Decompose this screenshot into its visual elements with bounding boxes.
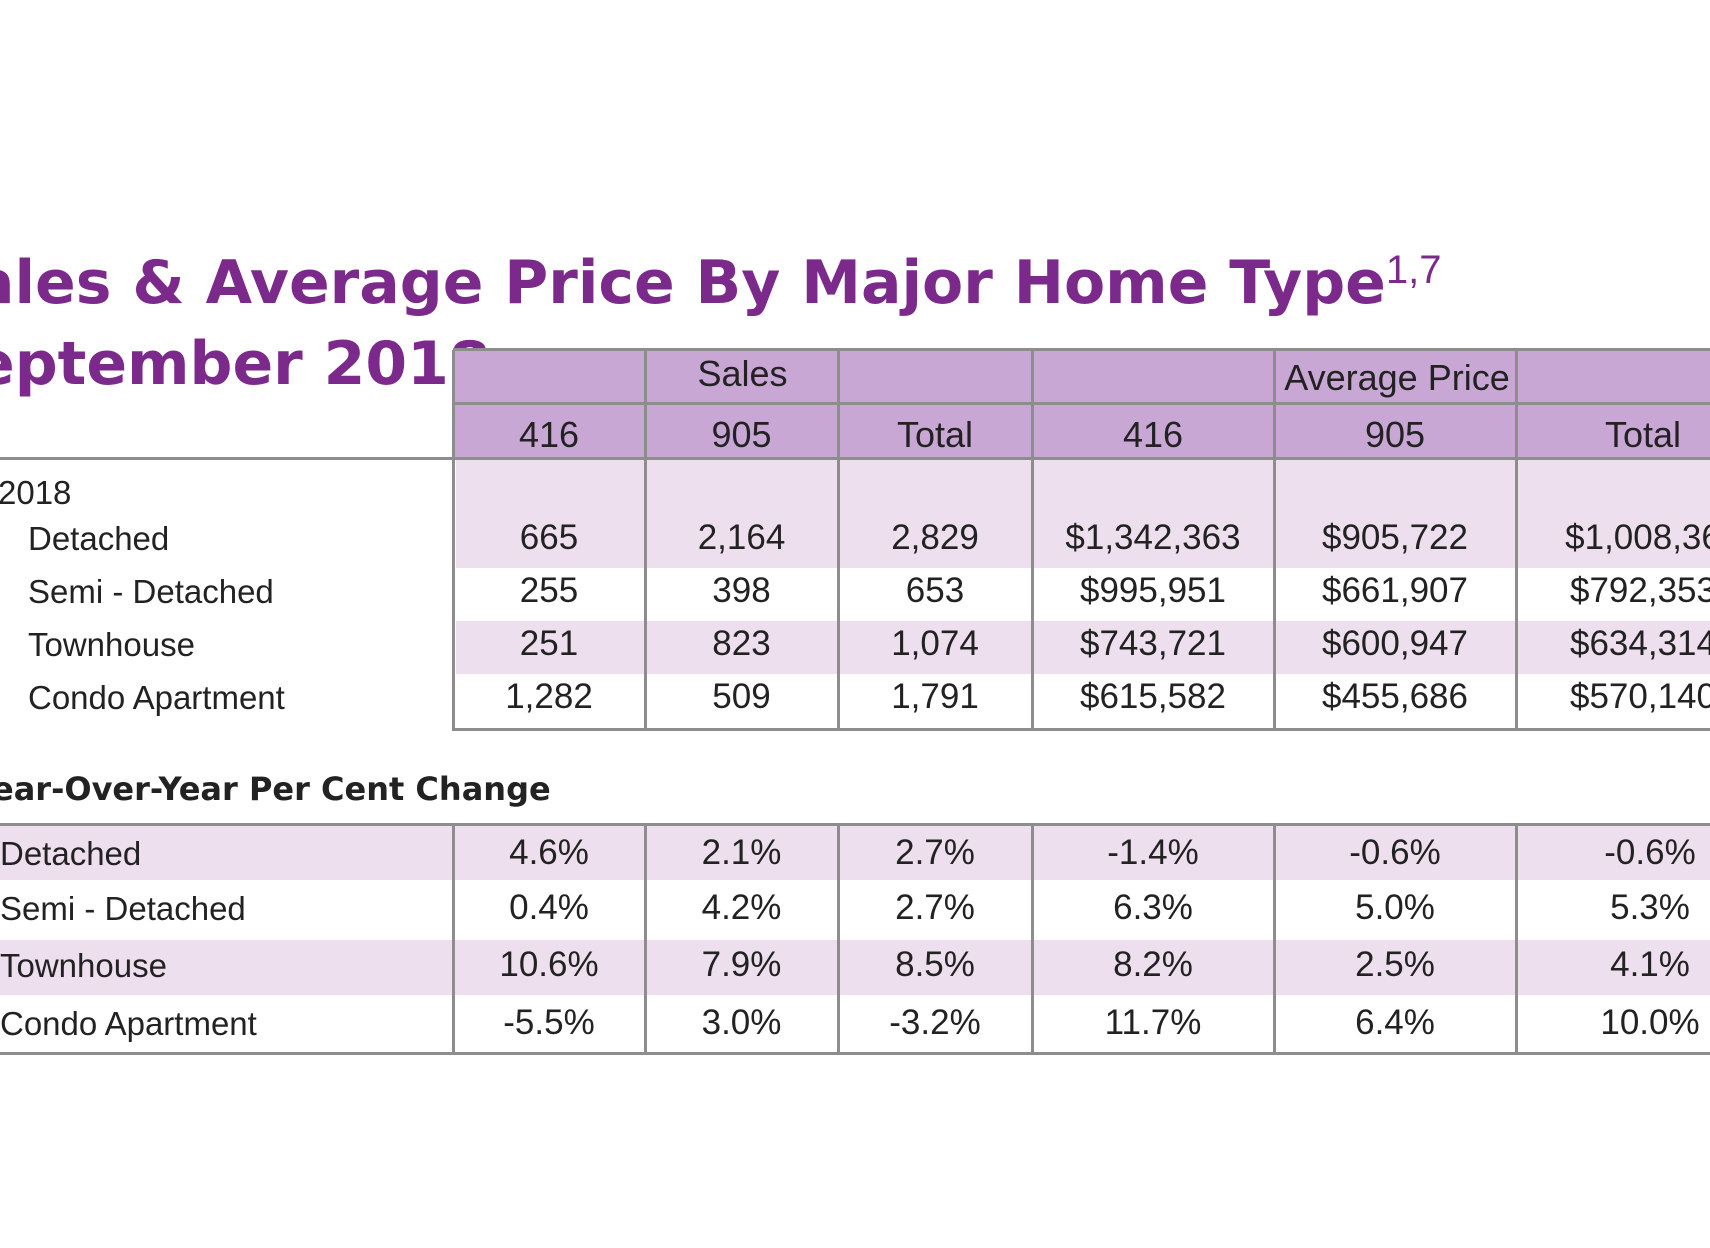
table-cell: $905,722 [1322, 518, 1468, 557]
column-divider [1273, 350, 1276, 731]
column-header-band [453, 405, 1710, 457]
table-cell: 2.7% [895, 833, 975, 872]
header-top-line [453, 348, 1710, 351]
header-bottom-line [0, 457, 1710, 460]
row-band [456, 460, 1710, 568]
table-cell: -1.4% [1107, 833, 1199, 872]
table-cell: 823 [712, 624, 771, 663]
table-cell: 8.5% [895, 945, 975, 984]
table-cell: $995,951 [1080, 571, 1226, 610]
column-divider [837, 823, 840, 1055]
column-header: 416 [1122, 414, 1184, 455]
chart-title: ales & Average Price By Major Home Type1… [0, 250, 1441, 313]
group-header-average-price: Average Price [1284, 357, 1510, 398]
column-divider [644, 350, 647, 731]
table-cell: 2.7% [895, 888, 975, 927]
table-cell: 8.2% [1113, 945, 1193, 984]
table-cell: 10.0% [1600, 1003, 1700, 1042]
section-label-2018: 2018 [0, 474, 72, 511]
table-cell: 2.5% [1355, 945, 1435, 984]
table-cell: 6.4% [1355, 1003, 1435, 1042]
table-cell: $1,008,36 [1565, 518, 1710, 557]
table-cell: 2,829 [891, 518, 979, 557]
title-superscript: 1,7 [1385, 248, 1442, 292]
row-band [0, 940, 1710, 995]
column-header: 905 [711, 414, 772, 455]
table-cell: $600,947 [1322, 624, 1468, 663]
section2-top-line [0, 823, 1710, 826]
column-header: 905 [1364, 414, 1426, 455]
column-divider [1515, 350, 1518, 731]
table-cell: 2.1% [701, 833, 782, 872]
row-label: Townhouse [28, 626, 195, 663]
table-cell: 2,164 [697, 518, 786, 557]
table-cell: $634,314 [1570, 624, 1710, 663]
row-label: Detached [28, 520, 170, 557]
column-header: Total [896, 414, 974, 455]
table-cell: 509 [712, 677, 771, 716]
table-cell: -3.2% [889, 1003, 981, 1042]
row-band [0, 826, 1710, 880]
table-cell: 665 [519, 518, 579, 557]
table-cell: -0.6% [1604, 833, 1696, 872]
table-cell: 10.6% [499, 945, 599, 984]
table-cell: $570,140 [1570, 677, 1710, 716]
row-label: Detached [0, 835, 142, 872]
column-header: 416 [518, 414, 580, 455]
column-header: Total [1604, 414, 1682, 455]
column-divider [1273, 823, 1276, 1055]
table-cell: 11.7% [1104, 1003, 1202, 1042]
table-cell: 398 [712, 571, 771, 610]
group-header-band [453, 350, 1710, 402]
chart-title-text: ales & Average Price By Major Home Type [0, 248, 1386, 318]
table-cell: $743,721 [1080, 624, 1226, 663]
table-cell: $615,582 [1080, 677, 1226, 716]
table-cell: $661,907 [1322, 571, 1468, 610]
table-cell: 4.6% [509, 833, 589, 872]
row-label: Semi - Detached [28, 573, 274, 610]
table-cell: 653 [905, 571, 965, 610]
table-cell: -5.5% [503, 1003, 595, 1042]
table-cell: 1,282 [505, 677, 593, 716]
section-label-yoy: ear-Over-Year Per Cent Change [0, 770, 551, 808]
column-divider [837, 350, 840, 731]
table-cell: 4.2% [701, 888, 782, 927]
section2-bottom-line [0, 1052, 1710, 1055]
table-cell: 7.9% [701, 945, 782, 984]
table-cell: $1,342,363 [1065, 518, 1241, 557]
table-cell: 251 [519, 624, 579, 663]
column-divider [1031, 350, 1034, 731]
row-label: Semi - Detached [0, 890, 246, 927]
header-mid-line [453, 402, 1710, 405]
column-divider [452, 350, 455, 731]
section1-bottom-line [453, 728, 1710, 731]
table-cell: 1,074 [891, 624, 979, 663]
column-divider [644, 823, 647, 1055]
row-label: Condo Apartment [28, 679, 285, 716]
column-divider [1031, 823, 1034, 1055]
row-band [456, 621, 1710, 674]
table-cell: -0.6% [1349, 833, 1441, 872]
table-cell: $455,686 [1322, 677, 1468, 716]
table-cell: $792,353 [1570, 571, 1710, 610]
column-divider [1515, 823, 1518, 1055]
row-label: Townhouse [0, 947, 167, 984]
table-cell: 4.1% [1610, 945, 1690, 984]
table-cell: 1,791 [891, 677, 979, 716]
table-cell: 255 [519, 571, 579, 610]
chart-subtitle: eptember 2018 [0, 329, 491, 399]
row-label: Condo Apartment [0, 1005, 257, 1042]
table-cell: 5.0% [1355, 888, 1435, 927]
group-header-sales: Sales [697, 353, 788, 394]
column-divider [452, 823, 455, 1055]
table-cell: 5.3% [1610, 888, 1690, 927]
table-cell: 6.3% [1113, 888, 1193, 927]
table-cell: 0.4% [509, 888, 589, 927]
table-cell: 3.0% [701, 1003, 782, 1042]
